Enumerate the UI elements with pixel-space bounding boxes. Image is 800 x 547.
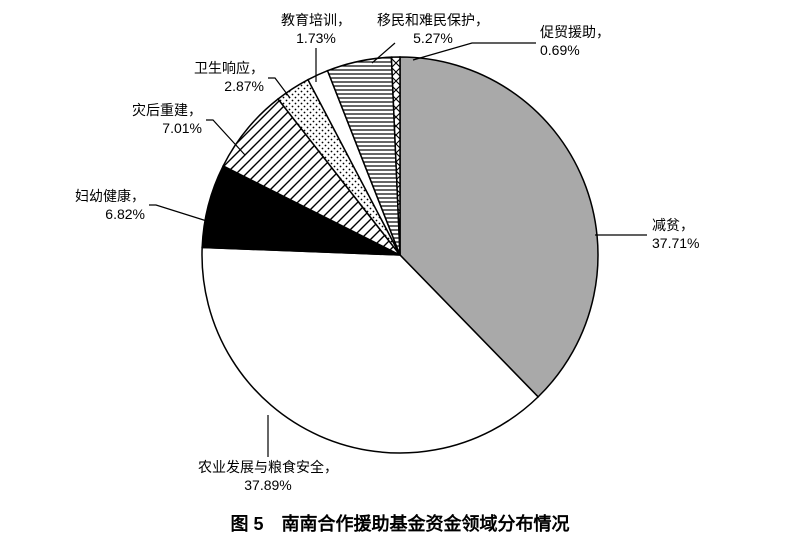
slice-label-value: 1.73% (281, 30, 351, 48)
slice-label-name: 妇幼健康， (75, 188, 145, 206)
slice-label-name: 灾后重建， (132, 102, 202, 120)
slice-label-value: 2.87% (194, 78, 264, 96)
slice-label-value: 7.01% (132, 120, 202, 138)
slice-label-value: 5.27% (377, 30, 489, 48)
slice-label-name: 促贸援助， (540, 24, 610, 42)
slice-label: 教育培训，1.73% (281, 12, 351, 47)
slice-label-value: 37.89% (198, 477, 338, 495)
leader-line (149, 205, 210, 222)
slice-label: 卫生响应，2.87% (194, 60, 264, 95)
slice-label-name: 农业发展与粮食安全， (198, 459, 338, 477)
slice-label: 灾后重建，7.01% (132, 102, 202, 137)
slice-label-value: 6.82% (75, 206, 145, 224)
slice-label-name: 移民和难民保护， (377, 12, 489, 30)
slice-label-value: 0.69% (540, 42, 610, 60)
slice-label-name: 教育培训， (281, 12, 351, 30)
slice-label: 移民和难民保护，5.27% (377, 12, 489, 47)
chart-container: 减贫，37.71% 农业发展与粮食安全，37.89% 妇幼健康，6.82% 灾后重建，… (0, 0, 800, 547)
slice-label: 妇幼健康，6.82% (75, 188, 145, 223)
slice-label: 农业发展与粮食安全，37.89% (198, 459, 338, 494)
slice-label-name: 卫生响应， (194, 60, 264, 78)
pie-chart (0, 0, 800, 547)
chart-caption: 图 5 南南合作援助基金资金领域分布情况 (0, 510, 800, 536)
slice-label-name: 减贫， (652, 217, 699, 235)
slice-label: 促贸援助，0.69% (540, 24, 610, 59)
slice-label-value: 37.71% (652, 235, 699, 253)
slice-label: 减贫，37.71% (652, 217, 699, 252)
